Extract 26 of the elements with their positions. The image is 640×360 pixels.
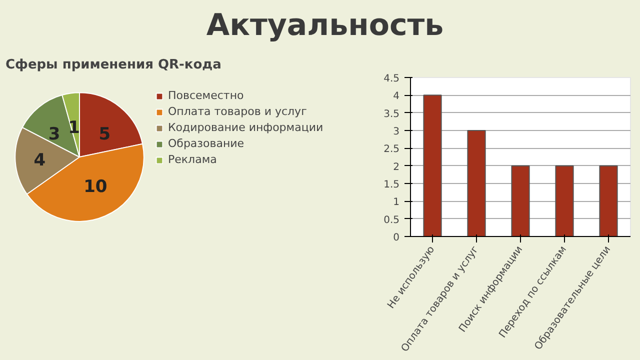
legend-label: Образование <box>168 137 244 150</box>
data-label: 10 <box>84 176 108 197</box>
bar <box>423 94 442 236</box>
y-tick-label: 0.5 <box>384 214 400 226</box>
legend-label: Реклама <box>168 153 217 166</box>
y-tick-label: 2.5 <box>384 144 400 156</box>
y-tick-label: 3 <box>393 126 400 138</box>
data-label: 4 <box>34 150 46 171</box>
bar <box>511 165 530 236</box>
legend-label: Оплата товаров и услуг <box>168 105 307 118</box>
y-tick-label: 1.5 <box>384 180 400 190</box>
legend-label: Кодирование информации <box>168 121 324 134</box>
chart-subtitle: Сферы применения QR-кода <box>6 58 222 72</box>
y-tick-label: 1 <box>393 197 400 208</box>
bar <box>467 130 486 236</box>
data-label: 3 <box>48 124 60 145</box>
y-tick-label: 4.5 <box>384 74 400 84</box>
y-tick-label: 4 <box>393 91 400 102</box>
legend-label: Повсеместно <box>168 89 244 102</box>
y-tick-label: 3.5 <box>384 108 400 120</box>
bar <box>555 165 574 236</box>
chart-title: Актуальность <box>206 7 444 45</box>
y-tick-label: 0 <box>393 232 400 244</box>
data-label: 5 <box>98 124 111 145</box>
bar <box>599 165 618 236</box>
y-tick-label: 2 <box>393 162 400 173</box>
